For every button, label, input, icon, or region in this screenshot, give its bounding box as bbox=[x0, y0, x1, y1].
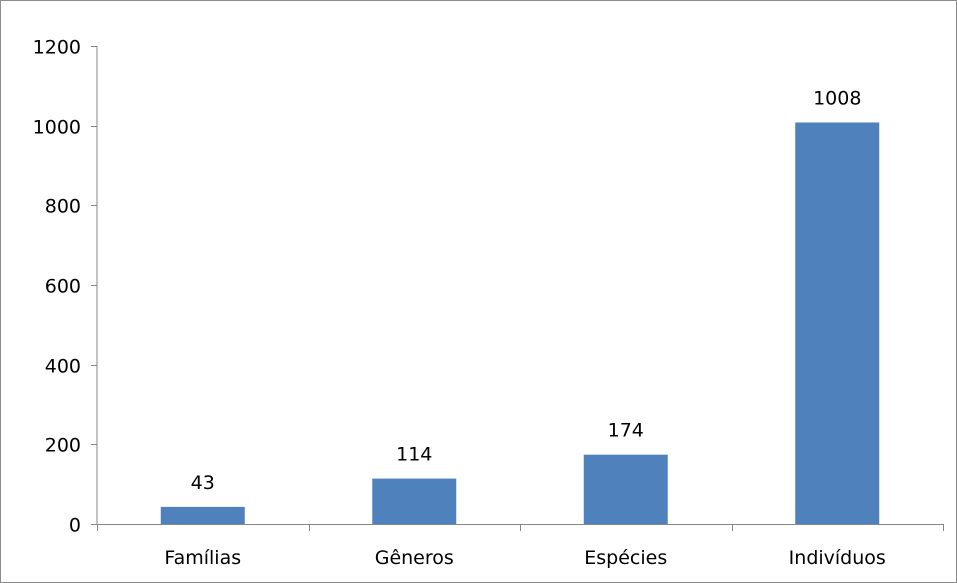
y-tick-label: 600 bbox=[45, 276, 81, 298]
y-tick-label: 400 bbox=[45, 356, 81, 378]
x-axis: Famílias Gêneros Espécies Indivíduos bbox=[97, 524, 944, 569]
bar-value-label: 174 bbox=[608, 420, 644, 442]
y-tick-label: 800 bbox=[45, 196, 81, 218]
y-tick-label: 1000 bbox=[33, 117, 81, 139]
bar bbox=[372, 478, 457, 524]
y-tick-label: 0 bbox=[69, 515, 81, 537]
bars bbox=[160, 122, 880, 524]
data-labels: 43 114 174 1008 bbox=[191, 87, 862, 493]
x-category-label: Famílias bbox=[164, 547, 241, 569]
y-axis: 0 200 400 600 800 1000 1200 bbox=[33, 37, 98, 537]
y-tick-label: 1200 bbox=[33, 37, 81, 59]
bar bbox=[160, 506, 245, 524]
bar bbox=[583, 454, 668, 524]
bar-value-label: 114 bbox=[396, 444, 432, 466]
x-category-label: Espécies bbox=[584, 547, 667, 569]
x-category-label: Gêneros bbox=[375, 547, 454, 569]
bar bbox=[795, 122, 880, 524]
bar-value-label: 43 bbox=[191, 472, 215, 494]
y-tick-label: 200 bbox=[45, 435, 81, 457]
x-category-label: Indivíduos bbox=[789, 547, 886, 569]
bar-value-label: 1008 bbox=[813, 87, 861, 109]
